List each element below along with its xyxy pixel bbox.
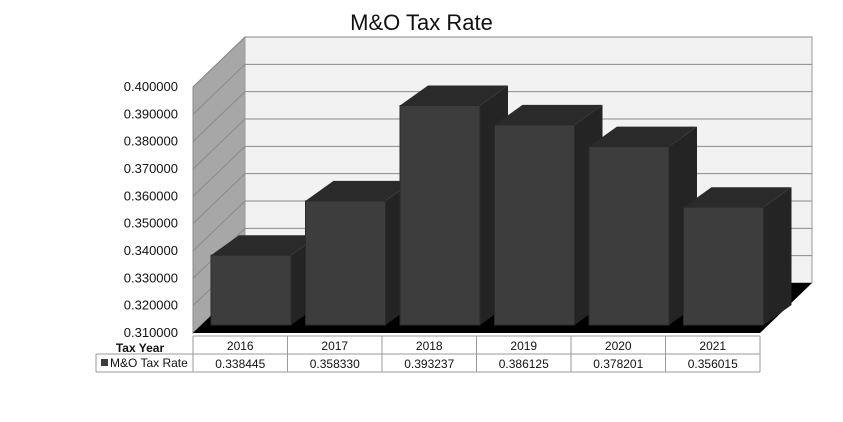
bar-front [210,254,292,326]
bar-side [763,187,792,325]
bar-front [588,146,670,326]
y-tick-label: 0.330000 [124,270,178,285]
data-label: 0.338445 [215,357,265,371]
bar-2019 [494,104,603,326]
x-tick-label: 2019 [510,339,537,353]
bar-top [589,126,697,147]
bar-front [305,200,386,326]
x-axis-title: Tax Year [116,341,165,355]
gridline [192,118,812,170]
bar-2021 [683,187,792,326]
legend-series-name: M&O Tax Rate [110,356,188,370]
chart-title: M&O Tax Rate [350,10,493,35]
y-tick-label: 0.370000 [124,161,178,176]
data-label: 0.378201 [593,357,643,371]
bar-2018 [399,85,508,326]
data-label: 0.393237 [404,357,454,371]
bar-2016 [210,235,319,326]
y-tick-label: 0.390000 [124,106,178,121]
gridline [192,63,812,115]
y-tick-label: 0.310000 [124,325,178,340]
y-tick-label: 0.400000 [124,79,178,94]
data-label: 0.356015 [688,357,738,371]
bar-2017 [305,180,414,326]
x-tick-label: 2016 [227,339,254,353]
x-tick-label: 2021 [699,339,726,353]
data-label: 0.358330 [310,357,360,371]
bar-top [305,180,414,201]
gridline [192,91,812,143]
y-tick-label: 0.360000 [124,188,178,203]
bar-2020 [588,126,697,326]
bar-top [494,104,603,125]
bar-top [400,85,508,106]
legend-key [101,359,108,366]
bar-front [683,206,764,326]
bar-front [494,124,575,326]
y-tick-label: 0.340000 [124,243,178,258]
y-tick-label: 0.380000 [124,134,178,149]
x-tick-label: 2020 [605,339,632,353]
bar-top [683,187,792,208]
bar-top [211,235,319,256]
x-tick-label: 2018 [416,339,443,353]
gridline [192,36,812,88]
y-tick-label: 0.320000 [124,298,178,313]
data-label: 0.386125 [499,357,549,371]
bar-front [399,104,481,326]
y-tick-label: 0.350000 [124,216,178,231]
x-tick-label: 2017 [321,339,348,353]
